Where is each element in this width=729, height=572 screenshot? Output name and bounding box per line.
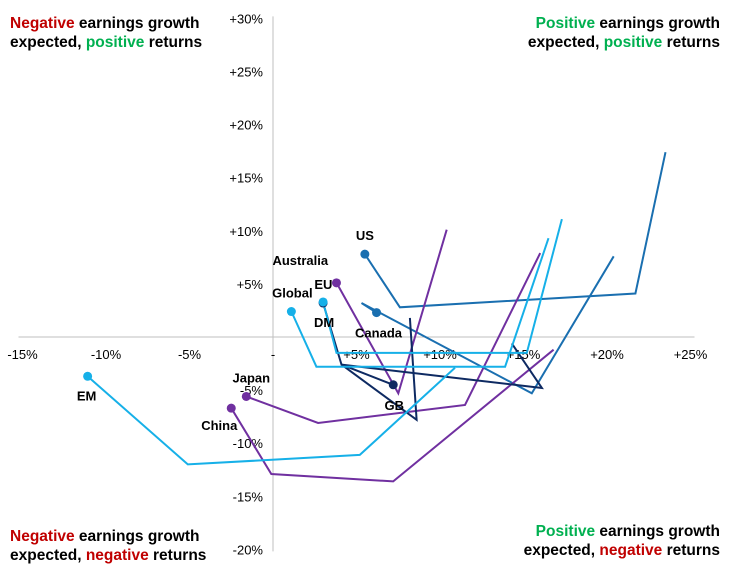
quad-text: earnings growth: [595, 523, 720, 540]
positive-word: positive: [85, 34, 145, 51]
quad-text: expected,: [523, 542, 600, 559]
x-tick-label: +10%: [423, 347, 457, 362]
quad-text: expected,: [10, 547, 86, 564]
x-tick-label: -: [271, 347, 275, 362]
series-label-global: Global: [272, 286, 312, 301]
series-label-eu: EU: [314, 277, 332, 292]
quad-text: earnings growth: [74, 15, 200, 32]
y-tick-label: +20%: [229, 118, 263, 133]
series-label-em: EM: [77, 388, 97, 403]
negative-word: negative: [599, 542, 663, 559]
negative-word: negative: [85, 547, 149, 564]
y-tick-label: -15%: [233, 489, 264, 504]
y-tick-label: +10%: [229, 224, 263, 239]
series-marker-us: [360, 249, 370, 259]
x-tick-label: +15%: [507, 347, 541, 362]
y-tick-label: +15%: [229, 171, 263, 186]
x-tick-label: -10%: [91, 347, 122, 362]
series-marker-canada: [372, 308, 382, 318]
quad-text: returns: [144, 34, 203, 51]
series-line-dm: [322, 218, 563, 354]
series-label-gb: GB: [384, 398, 404, 413]
series-line-gb: [340, 317, 418, 422]
y-tick-label: +30%: [229, 11, 263, 26]
positive-word: Positive: [535, 523, 596, 540]
positive-word: positive: [603, 34, 663, 51]
x-tick-label: +20%: [590, 347, 624, 362]
quad-text: returns: [662, 34, 720, 51]
series-marker-gb: [388, 380, 398, 390]
series-line-canada: [360, 255, 615, 395]
quad-text: earnings growth: [595, 15, 720, 32]
series-marker-japan: [241, 391, 251, 401]
series-line-global: [290, 237, 550, 368]
quadrant-label-top-right: Positive earnings growth expected, posit…: [528, 14, 720, 52]
negative-word: Negative: [10, 528, 75, 545]
x-tick-label: +5%: [343, 347, 370, 362]
y-tick-label: +5%: [237, 277, 264, 292]
series-line-japan: [245, 252, 542, 425]
x-tick-label: -5%: [178, 347, 202, 362]
series-label-japan: Japan: [232, 370, 270, 385]
series-label-china: China: [201, 418, 238, 433]
series-line-eu: [335, 229, 448, 396]
series-label-australia: Australia: [272, 253, 328, 268]
quad-text: earnings growth: [74, 528, 200, 545]
quad-text: expected,: [527, 34, 604, 51]
y-tick-label: -20%: [233, 542, 264, 557]
series-label-dm: DM: [314, 315, 334, 330]
quadrant-label-bottom-right: Positive earnings growth expected, negat…: [524, 522, 720, 560]
series-line-em: [86, 367, 456, 466]
series-marker-dm: [318, 297, 328, 307]
series-label-us: US: [356, 228, 374, 243]
quad-text: returns: [148, 547, 207, 564]
quad-text: expected,: [10, 34, 86, 51]
series-marker-china: [226, 403, 236, 413]
quadrant-label-top-left: Negative earnings growth expected, posit…: [10, 14, 202, 52]
y-tick-label: -10%: [233, 436, 264, 451]
quad-text: returns: [662, 542, 720, 559]
series-marker-em: [83, 371, 93, 381]
negative-word: Negative: [10, 15, 75, 32]
x-tick-label: +25%: [674, 347, 708, 362]
quadrant-label-bottom-left: Negative earnings growth expected, negat…: [10, 527, 206, 565]
x-tick-label: -15%: [7, 347, 38, 362]
series-marker-global: [286, 307, 296, 317]
series-line-china: [230, 348, 555, 483]
series-marker-eu: [331, 278, 341, 288]
series-line-us: [364, 151, 667, 309]
y-tick-label: +25%: [229, 65, 263, 80]
series-label-canada: Canada: [355, 326, 403, 341]
positive-word: Positive: [535, 15, 596, 32]
